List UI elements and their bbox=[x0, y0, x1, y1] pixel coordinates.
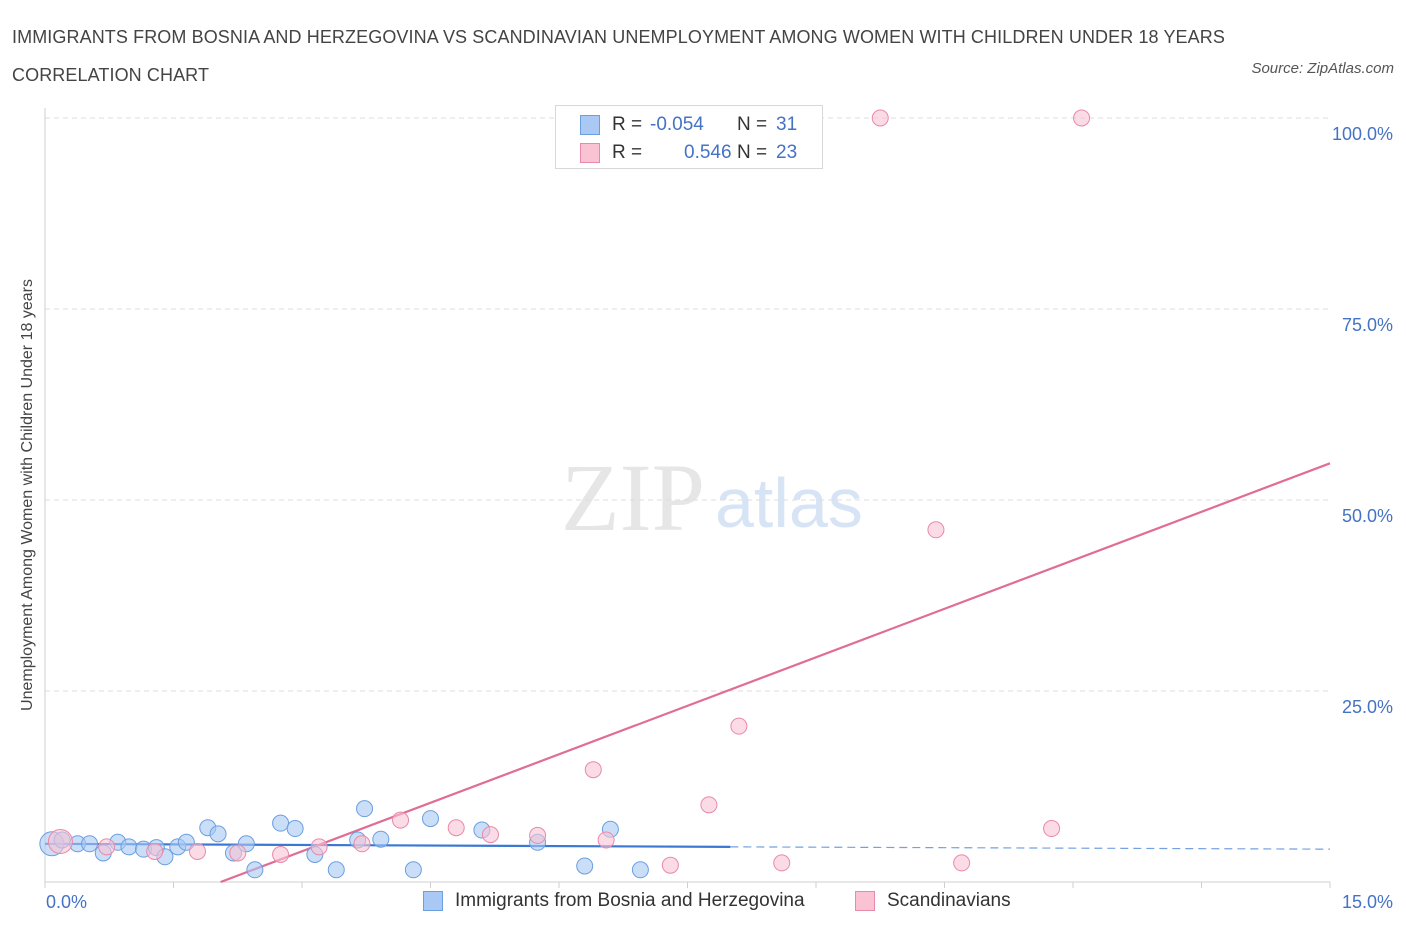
data-point-bosnia bbox=[177, 833, 195, 851]
chart-title: IMMIGRANTS FROM BOSNIA AND HERZEGOVINA V… bbox=[12, 27, 1225, 85]
data-point-bosnia bbox=[327, 861, 345, 879]
data-point-scandinavians bbox=[310, 838, 328, 856]
data-point-scandinavians bbox=[146, 842, 164, 860]
data-point-bosnia bbox=[246, 861, 264, 879]
data-point-scandinavians bbox=[1073, 109, 1091, 127]
series-legend-label-scandinavians: Scandinavians bbox=[887, 890, 1011, 911]
data-point-scandinavians bbox=[47, 829, 73, 855]
y-tick-label: 75.0% bbox=[1342, 315, 1393, 335]
data-point-scandinavians bbox=[1043, 820, 1061, 838]
legend-r-value: 0.546 bbox=[684, 142, 732, 163]
y-tick-label: 100.0% bbox=[1332, 124, 1393, 144]
series-legend: Immigrants from Bosnia and Herzegovina S… bbox=[0, 888, 1406, 918]
data-point-scandinavians bbox=[700, 796, 718, 814]
series-legend-label-bosnia: Immigrants from Bosnia and Herzegovina bbox=[455, 890, 805, 911]
data-point-bosnia bbox=[81, 835, 99, 853]
watermark-atlas: atlas bbox=[715, 464, 863, 542]
legend-r-value: -0.054 bbox=[650, 114, 704, 135]
data-point-scandinavians bbox=[529, 826, 547, 844]
data-point-scandinavians bbox=[597, 831, 615, 849]
data-point-scandinavians bbox=[188, 842, 206, 860]
data-point-scandinavians bbox=[353, 835, 371, 853]
data-point-scandinavians bbox=[927, 521, 945, 539]
data-point-scandinavians bbox=[953, 854, 971, 872]
data-point-bosnia bbox=[631, 861, 649, 879]
y-tick-label: 50.0% bbox=[1342, 506, 1393, 526]
data-point-bosnia bbox=[422, 810, 439, 828]
data-point-scandinavians bbox=[392, 811, 410, 829]
data-point-scandinavians bbox=[871, 109, 889, 127]
series-legend-swatch-scandinavians bbox=[855, 891, 875, 911]
data-point-bosnia bbox=[576, 857, 594, 875]
legend-r-label: R = bbox=[612, 142, 643, 163]
legend-n-value: 23 bbox=[776, 142, 798, 163]
data-point-bosnia bbox=[272, 814, 290, 832]
data-point-scandinavians bbox=[730, 717, 748, 735]
data-point-scandinavians bbox=[584, 761, 602, 779]
data-point-bosnia bbox=[372, 830, 390, 848]
data-point-scandinavians bbox=[229, 844, 247, 862]
x-tick-label: 15.0% bbox=[1342, 892, 1393, 912]
correlation-legend: R = -0.054 N = 31 R = 0.546 N = 23 bbox=[555, 105, 823, 169]
data-point-scandinavians bbox=[661, 856, 679, 874]
data-point-bosnia bbox=[120, 838, 138, 856]
trendline-extension-bosnia bbox=[730, 846, 1331, 850]
trendline-scandinavians bbox=[220, 462, 1331, 884]
data-point-scandinavians bbox=[272, 845, 290, 863]
watermark-zip: ZIP bbox=[561, 444, 705, 551]
data-point-scandinavians bbox=[98, 838, 116, 856]
watermark: ZIP atlas bbox=[561, 444, 863, 551]
data-point-scandinavians bbox=[481, 826, 499, 844]
data-point-scandinavians bbox=[447, 819, 465, 837]
source-credit: Source: ZipAtlas.com bbox=[1251, 60, 1394, 77]
legend-swatch-bosnia bbox=[580, 115, 600, 135]
y-tick-label: 25.0% bbox=[1342, 697, 1393, 717]
data-point-bosnia bbox=[209, 825, 227, 843]
data-point-bosnia bbox=[356, 800, 374, 818]
x-tick-label: 0.0% bbox=[46, 892, 87, 912]
series-legend-swatch-bosnia bbox=[423, 891, 443, 911]
legend-n-label: N = bbox=[737, 114, 768, 135]
data-point-scandinavians bbox=[773, 854, 791, 872]
legend-n-value: 31 bbox=[776, 114, 798, 135]
legend-swatch-scandinavians bbox=[580, 143, 600, 163]
data-point-bosnia bbox=[404, 861, 422, 879]
legend-r-label: R = bbox=[612, 114, 643, 135]
data-point-bosnia bbox=[286, 820, 304, 838]
legend-n-label: N = bbox=[737, 142, 768, 163]
